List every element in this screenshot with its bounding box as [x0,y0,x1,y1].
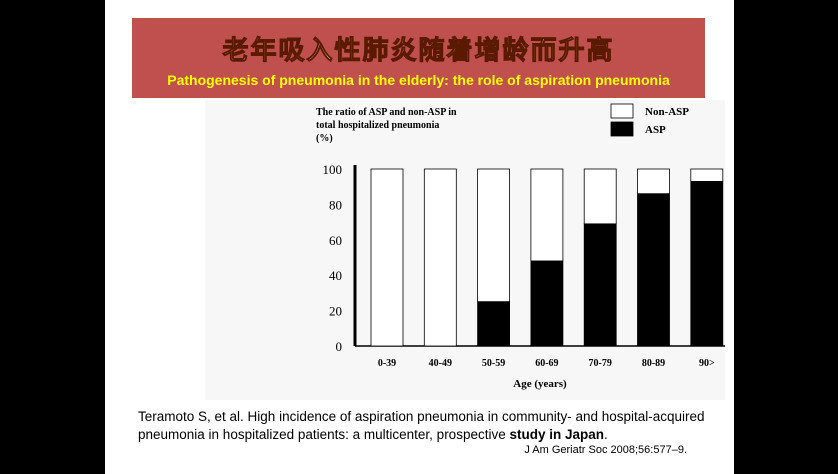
legend-swatch [610,121,634,137]
y-axis-title: The ratio of ASP and non-ASP in [316,107,457,118]
x-tick-label: 40-49 [429,358,452,369]
citation-emphasis: study in Japan [509,427,604,442]
citation-journal: J Am Geriatr Soc 2008;56:577–9. [524,444,687,456]
bar-asp [530,260,564,347]
y-axis-title: (%) [316,133,333,144]
chart-figure: The ratio of ASP and non-ASP in total hos… [205,100,725,400]
x-tick-label: 50-59 [482,358,505,369]
y-axis-title: total hospitalized pneumonia [316,120,439,131]
legend-label: Non-ASP [645,106,689,118]
legend-swatch [610,103,634,119]
stacked-bar-chart: The ratio of ASP and non-ASP in total hos… [316,103,725,390]
bar-non-asp [583,168,617,225]
bar-non-asp [370,168,404,347]
slide-subtitle-english: Pathogenesis of pneumonia in the elderly… [167,72,670,88]
y-tick-label: 100 [323,162,343,177]
citation-text: Teramoto S, et al. High incidence of asp… [138,408,718,444]
x-tick-label: 70-79 [589,358,612,369]
y-tick-label: 80 [329,197,342,212]
y-tick-label: 60 [329,233,342,248]
bar-non-asp [423,168,457,347]
bar-asp [477,301,511,347]
x-axis-title: Age (years) [513,378,567,390]
slide: 老年吸入性肺炎随着增龄而升高 Pathogenesis of pneumonia… [105,0,734,474]
bar-asp [637,193,670,347]
bar-non-asp [637,168,670,195]
x-tick-label: 60-69 [535,358,558,369]
y-tick-label: 0 [336,339,343,354]
bar-non-asp [690,168,724,182]
x-tick-label: 80-89 [642,358,665,369]
slide-title-chinese: 老年吸入性肺炎随着增龄而升高 [222,36,615,67]
x-tick-label: 90> [699,358,715,369]
citation-main: Teramoto S, et al. High incidence of asp… [138,409,705,442]
legend-label: ASP [645,124,666,136]
bar-asp [583,223,617,347]
y-tick-label: 40 [329,268,342,283]
bar-non-asp [477,168,511,303]
bar-asp [690,180,724,347]
y-tick-label: 20 [329,304,342,319]
bar-non-asp [530,168,564,262]
citation-end: . [604,427,608,442]
x-tick-label: 0-39 [378,358,396,369]
title-banner: 老年吸入性肺炎随着增龄而升高 Pathogenesis of pneumonia… [132,18,705,98]
